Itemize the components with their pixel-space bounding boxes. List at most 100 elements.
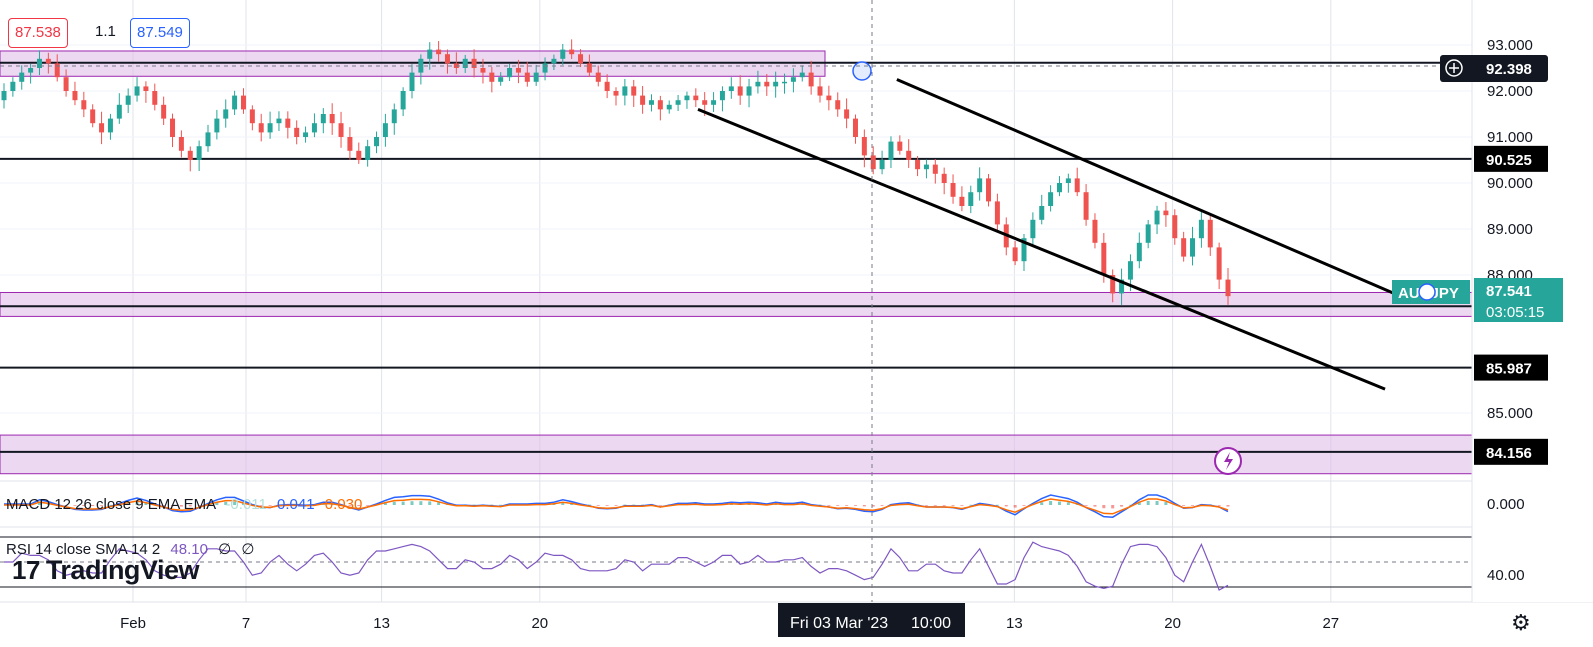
- y-tick-6: 93.000: [1487, 37, 1533, 54]
- candle-body-41: [365, 146, 371, 160]
- candle-body-120: [1065, 178, 1071, 183]
- candle-body-17: [152, 91, 158, 105]
- candle-body-79: [702, 100, 708, 105]
- candle-body-83: [737, 86, 743, 96]
- bid-price[interactable]: 87.538: [8, 18, 68, 48]
- candle-body-125: [1110, 275, 1116, 294]
- candle-body-95: [844, 109, 850, 119]
- candle-body-12: [107, 118, 113, 133]
- macd-legend[interactable]: MACD 12 26 close 9 EMA EMA -0.011 0.041 …: [6, 496, 362, 513]
- add-alert-icon[interactable]: [1445, 59, 1463, 77]
- candle-body-116: [1030, 219, 1036, 239]
- macd-hist-15: [135, 502, 139, 505]
- level-label-bg-2: [1474, 354, 1548, 381]
- candle-body-103: [915, 160, 921, 170]
- candle-body-10: [90, 109, 96, 124]
- candle-body-134: [1190, 238, 1196, 257]
- candle-body-119: [1056, 183, 1062, 193]
- macd-hist-109: [969, 504, 973, 506]
- candle-body-107: [950, 183, 956, 197]
- candle-body-98: [870, 155, 876, 170]
- candle-body-63: [560, 49, 566, 59]
- macd-hist-117: [1040, 502, 1044, 505]
- trendline-end-handle-top[interactable]: [1418, 283, 1436, 301]
- macd-hist-123: [1093, 505, 1097, 507]
- candle-body-102: [906, 150, 912, 160]
- crosshair-price-bg[interactable]: [1440, 55, 1548, 82]
- candle-body-136: [1207, 219, 1213, 248]
- macd-hist-120: [1066, 502, 1070, 505]
- channel-upper[interactable]: [896, 78, 1409, 301]
- macd-hist-104: [924, 505, 928, 506]
- tradingview-logo[interactable]: 17 TradingView: [12, 555, 199, 586]
- macd-hist-67: [596, 505, 600, 506]
- macd-hist-16: [144, 502, 148, 505]
- y-tick-0: 85.000: [1487, 405, 1533, 422]
- candle-body-118: [1048, 192, 1054, 206]
- candle-body-56: [498, 77, 504, 82]
- candle-body-84: [746, 86, 752, 96]
- candle-body-66: [586, 63, 592, 73]
- candle-body-5: [45, 58, 51, 64]
- tradingview-logo-text: TradingView: [45, 555, 200, 585]
- candle-body-2: [19, 72, 25, 82]
- rsi-value-2: ∅: [218, 541, 232, 558]
- macd-hist-66: [587, 504, 591, 506]
- candle-body-129: [1145, 224, 1151, 243]
- channel-lower[interactable]: [697, 108, 1386, 391]
- candle-body-57: [507, 68, 513, 78]
- x-tick-0: Feb: [120, 615, 146, 632]
- candle-body-85: [755, 81, 761, 87]
- macd-hist-7: [64, 505, 68, 506]
- macd-hist-53: [472, 504, 476, 506]
- candle-body-88: [782, 81, 788, 84]
- macd-hist-39: [348, 505, 352, 506]
- candle-body-77: [684, 95, 690, 101]
- macd-hist-10: [91, 505, 95, 506]
- horizontal-levels: [0, 61, 1472, 453]
- macd-hist-40: [357, 505, 361, 506]
- candle-body-20: [178, 137, 184, 151]
- candle-body-23: [205, 132, 211, 147]
- candle-body-7: [63, 77, 69, 91]
- candle-body-70: [622, 86, 628, 96]
- candle-body-135: [1198, 219, 1204, 239]
- rsi-value-1: 48.10: [170, 541, 208, 558]
- indicator-panes: [0, 480, 1593, 603]
- candle-body-46: [409, 72, 415, 91]
- y-tick-3: 90.000: [1487, 175, 1533, 192]
- time-axis: Feb 7 13 20 13 20 27 Fri 03 Mar '23 10:00: [120, 603, 1339, 637]
- macd-hist-118: [1049, 501, 1053, 505]
- macd-hist-122: [1084, 505, 1088, 506]
- plus-icon: [1449, 63, 1459, 73]
- candle-body-122: [1083, 192, 1089, 220]
- candle-body-105: [932, 164, 938, 174]
- crosshair-price-label: 92.398: [1486, 61, 1532, 78]
- candle-body-69: [613, 91, 619, 96]
- macd-hist-128: [1137, 502, 1141, 505]
- candle-body-35: [311, 123, 317, 133]
- settings-gear-icon[interactable]: ⚙: [1511, 610, 1531, 635]
- trendline-handle[interactable]: [852, 61, 872, 81]
- macd-hist-43: [383, 502, 387, 505]
- candle-body-45: [400, 91, 406, 110]
- candle-body-62: [551, 58, 557, 64]
- candle-body-72: [640, 95, 646, 105]
- candle-body-52: [462, 58, 468, 68]
- macd-hist-108: [960, 505, 964, 506]
- macd-hist-20: [179, 505, 183, 507]
- candle-body-6: [54, 63, 60, 78]
- candle-body-11: [99, 123, 105, 133]
- ask-price[interactable]: 87.549: [130, 18, 190, 48]
- candle-body-110: [977, 178, 983, 193]
- candle-body-27: [240, 95, 246, 110]
- macd-hist-106: [942, 505, 946, 506]
- macd-hist-11: [100, 505, 104, 506]
- candle-body-81: [719, 91, 725, 101]
- rsi-legend[interactable]: RSI 14 close SMA 14 2 48.10 ∅ ∅: [6, 540, 254, 558]
- candle-body-67: [595, 72, 601, 82]
- candlestick-series: [1, 39, 1231, 305]
- macd-hist-14: [126, 502, 130, 505]
- candle-body-117: [1039, 206, 1045, 220]
